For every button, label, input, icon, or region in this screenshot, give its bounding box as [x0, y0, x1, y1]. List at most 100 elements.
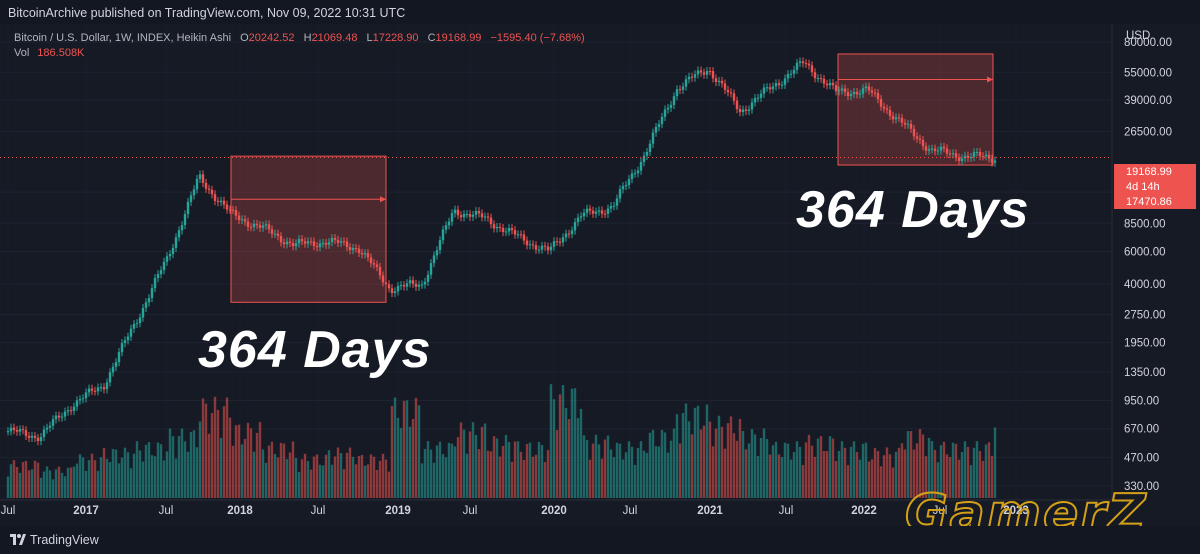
volume-bar: [474, 434, 478, 498]
candle-body: [138, 317, 142, 324]
candle-body: [621, 186, 625, 190]
volume-bar: [903, 449, 907, 498]
candle-body: [924, 146, 928, 151]
volume-bar: [564, 408, 568, 498]
candle-body: [843, 88, 847, 93]
candle-body: [858, 93, 862, 95]
volume-bar: [741, 431, 745, 498]
volume-bar: [120, 457, 124, 498]
volume-bar: [855, 452, 859, 498]
candle-body: [573, 222, 577, 231]
volume-bar: [987, 442, 991, 498]
candle-body: [195, 178, 199, 190]
time-tick-label: Jul: [933, 505, 948, 517]
candle-body: [837, 90, 841, 92]
volume-bar: [351, 456, 355, 498]
volume-bar: [615, 442, 619, 498]
volume-bar: [777, 454, 781, 498]
candle-body: [36, 437, 40, 442]
candle-body: [564, 233, 568, 238]
candle-body: [459, 215, 463, 218]
candle-body: [159, 270, 163, 275]
volume-bar: [72, 466, 76, 498]
volume-bar: [405, 400, 409, 498]
volume-bar: [804, 442, 808, 498]
volume-bar: [369, 454, 373, 498]
volume-bar: [885, 447, 889, 498]
volume-bar: [96, 470, 100, 498]
price-chart[interactable]: 80000.0055000.0039000.0026500.0012500.00…: [0, 24, 1200, 526]
candle-body: [804, 63, 808, 65]
volume-bar: [816, 438, 820, 498]
currency-label[interactable]: USD: [1126, 30, 1151, 42]
volume-bar: [597, 444, 601, 498]
candle-body: [162, 261, 166, 271]
candle-body: [48, 425, 52, 428]
volume-bar: [21, 462, 25, 498]
candle-body: [471, 214, 475, 217]
volume-bar: [48, 470, 52, 498]
candle-body: [741, 109, 745, 113]
candle-body: [432, 255, 436, 264]
volume-bar: [420, 463, 424, 498]
candle-body: [234, 210, 238, 216]
volume-bar: [948, 456, 952, 498]
candle-body: [51, 419, 55, 426]
volume-bar: [795, 441, 799, 498]
volume-bar: [621, 459, 625, 498]
candle-body: [954, 153, 958, 158]
candle-body: [489, 217, 493, 225]
volume-bar: [90, 453, 94, 498]
volume-bar: [423, 449, 427, 498]
volume-bar: [372, 456, 376, 498]
volume-bar: [126, 452, 130, 498]
candle-body: [702, 72, 706, 75]
volume-bar: [465, 453, 469, 498]
candle-body: [972, 152, 976, 157]
right-days-annotation: 364 Days: [796, 181, 1030, 239]
candle-body: [288, 241, 292, 243]
candle-body: [708, 70, 712, 72]
volume-bar: [444, 457, 448, 498]
candle-body: [807, 63, 811, 66]
candle-body: [576, 217, 580, 223]
drawdown-box: [230, 155, 387, 303]
volume-bar: [783, 442, 787, 498]
candle-body: [6, 431, 10, 433]
chart-frame[interactable]: 80000.0055000.0039000.0026500.0012500.00…: [0, 24, 1200, 526]
volume-bar: [345, 452, 349, 498]
volume-bar: [114, 449, 118, 498]
volume-bar: [42, 471, 46, 498]
candle-body: [222, 200, 226, 205]
ohlc-legend: Bitcoin / U.S. Dollar, 1W, INDEX, Heikin…: [14, 32, 585, 44]
candle-body: [978, 151, 982, 157]
candle-body: [465, 214, 469, 216]
volume-bar: [18, 472, 22, 498]
volume-bar: [177, 436, 181, 498]
candle-body: [912, 128, 916, 137]
candle-body: [279, 236, 283, 243]
candle-body: [309, 241, 313, 243]
volume-bar: [207, 433, 211, 498]
candle-body: [156, 274, 160, 279]
volume-bar: [831, 438, 835, 498]
candle-body: [225, 204, 229, 210]
candle-body: [237, 215, 241, 220]
candle-body: [639, 162, 643, 171]
price-tick-label: 1950.00: [1124, 337, 1166, 349]
volume-bar: [846, 465, 850, 498]
volume-bar: [315, 454, 319, 498]
volume-bar: [726, 423, 730, 498]
volume-bar: [63, 476, 67, 498]
candle-body: [789, 73, 793, 75]
candle-body: [387, 284, 391, 289]
low-value: 17228.90: [372, 32, 419, 44]
candle-body: [201, 174, 205, 183]
volume-bar: [753, 434, 757, 498]
candle-body: [369, 257, 373, 264]
tradingview-brand[interactable]: TradingView: [30, 533, 99, 547]
candle-body: [987, 154, 991, 159]
price-tick-label: 26500.00: [1124, 126, 1172, 138]
candle-body: [144, 302, 148, 308]
volume-bar: [531, 456, 535, 498]
